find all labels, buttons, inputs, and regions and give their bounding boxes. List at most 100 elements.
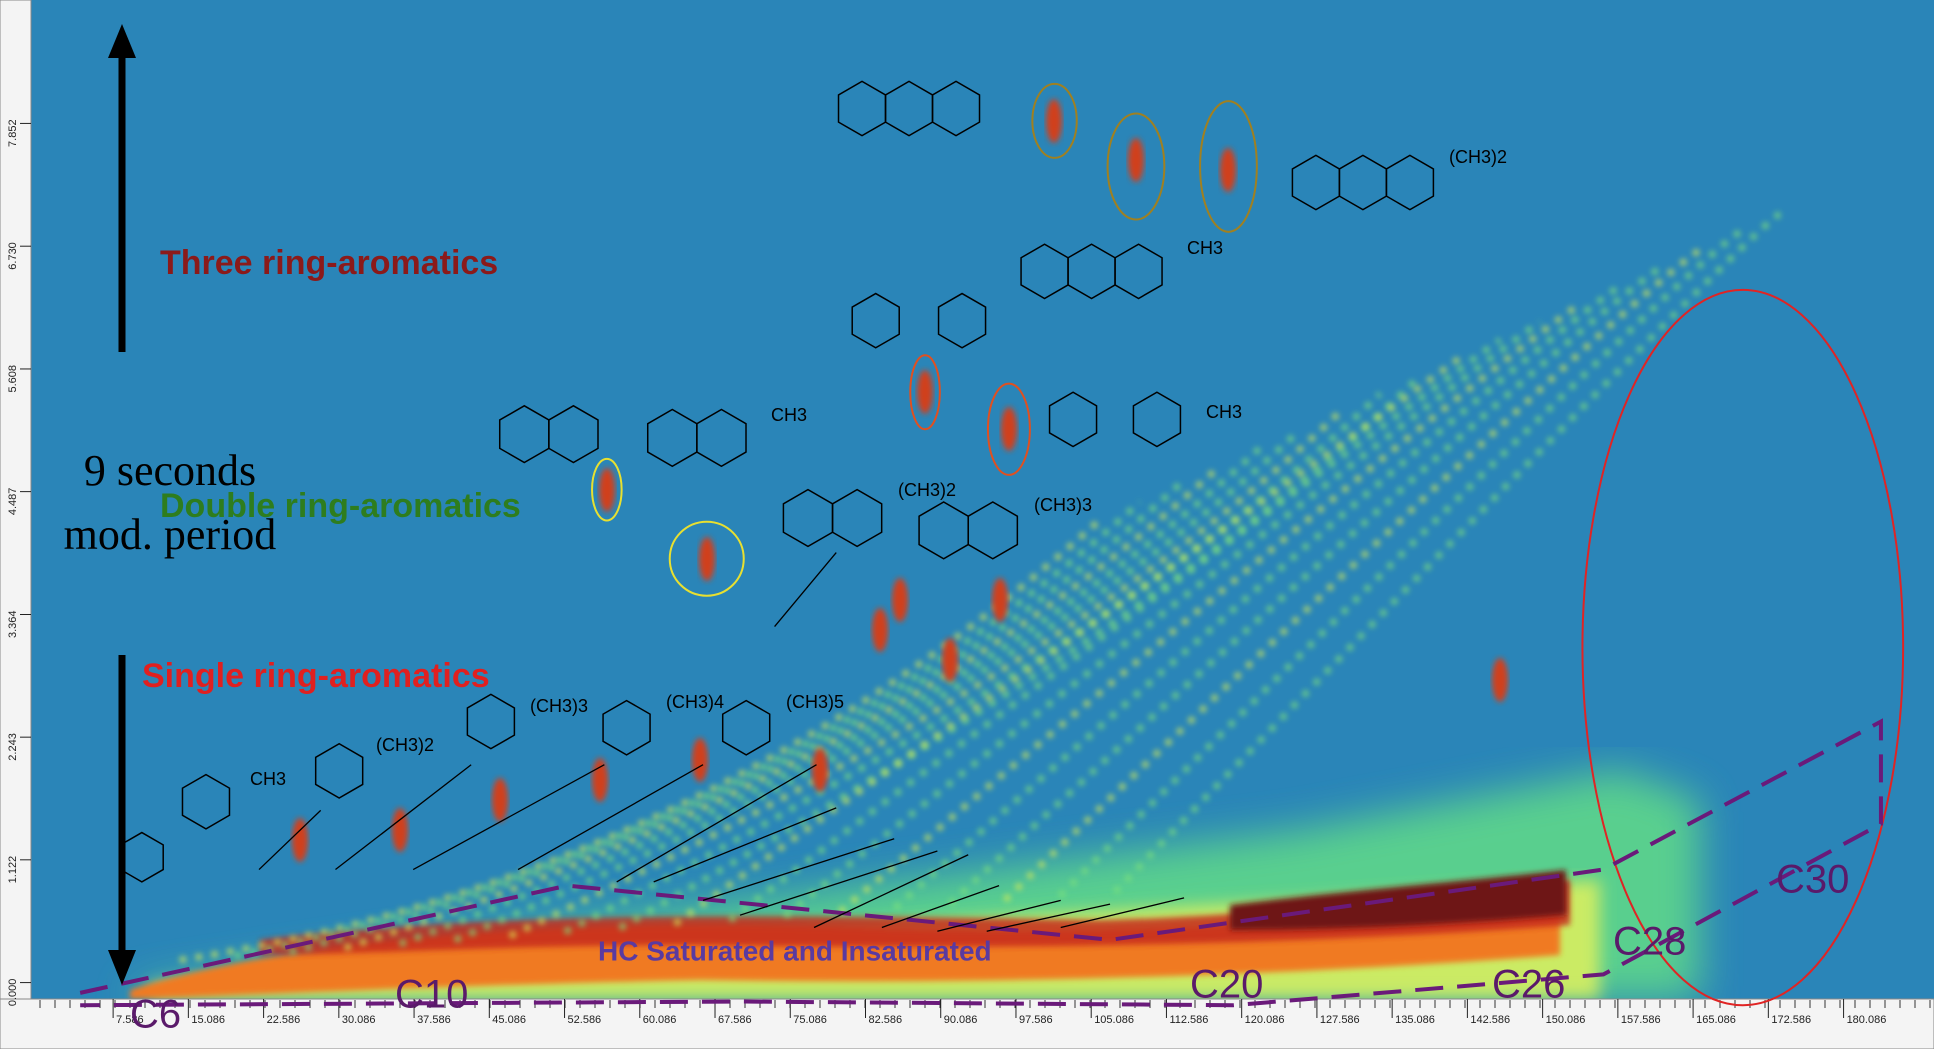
ring: [696, 408, 747, 468]
guide-line: [986, 903, 1111, 932]
ring: [1385, 154, 1435, 211]
guide-line: [1060, 897, 1185, 929]
peak: [1046, 99, 1062, 143]
arrow-head: [108, 24, 136, 58]
x-tick-label: 120.086: [1245, 1014, 1285, 1026]
x-tick-label: 150.086: [1546, 1014, 1586, 1026]
peak: [699, 537, 715, 581]
carbon-label: C30: [1776, 858, 1849, 902]
highlight-ellipse: [986, 382, 1031, 476]
peak: [692, 738, 708, 782]
red-band: [260, 880, 1570, 955]
ring: [314, 742, 364, 799]
ring: [466, 693, 516, 750]
peak: [1492, 658, 1508, 702]
peak: [592, 758, 608, 802]
x-tick-label: 82.586: [868, 1014, 902, 1026]
ring: [1114, 243, 1163, 300]
x-tick-label: 67.586: [718, 1014, 752, 1026]
annotation: mod. period: [64, 510, 277, 559]
annotation: Single ring-aromatics: [142, 657, 490, 695]
x-tick-label: 97.586: [1019, 1014, 1053, 1026]
chromatogram-image: [109, 0, 1782, 999]
x-tick-label: 37.586: [417, 1014, 451, 1026]
y-tick-label: 0.000: [7, 979, 19, 1007]
highlight-ellipse: [1199, 100, 1258, 233]
carbon-label: C20: [1190, 963, 1263, 1007]
ring: [1048, 391, 1098, 448]
y-tick-label: 1.122: [7, 856, 19, 884]
peak: [599, 468, 615, 512]
peak: [392, 808, 408, 852]
x-tick-label: 75.086: [793, 1014, 827, 1026]
x-tick-label: 127.586: [1320, 1014, 1360, 1026]
guide-line: [412, 764, 605, 871]
x-tick-label: 52.586: [568, 1014, 602, 1026]
peak: [1128, 138, 1144, 182]
peak: [492, 778, 508, 822]
peak: [892, 578, 908, 622]
y-axis-strip: [0, 0, 32, 1000]
highlight-ellipse: [591, 457, 623, 522]
x-tick-label: 60.086: [643, 1014, 677, 1026]
x-tick-label: 142.586: [1470, 1014, 1510, 1026]
substituent-label: (CH3)3: [1034, 495, 1092, 515]
streak: [1002, 247, 1702, 903]
substituent-label: CH3: [1187, 238, 1223, 258]
carbon-label: C10: [395, 973, 468, 1017]
arrow-head: [108, 950, 136, 985]
streak: [344, 463, 1223, 951]
carbon-label: C26: [1492, 963, 1565, 1007]
guide-line: [616, 764, 817, 883]
darkred-band: [1230, 870, 1566, 930]
substituent-label: (CH3)2: [1449, 147, 1507, 167]
substituent-label: (CH3)5: [786, 692, 844, 712]
y-tick-label: 5.608: [7, 365, 19, 393]
streak: [1057, 229, 1742, 899]
peak: [917, 370, 933, 414]
x-tick-label: 90.086: [944, 1014, 978, 1026]
highlight-ellipse: [668, 520, 745, 597]
highlight-ellipse: [1581, 288, 1905, 1007]
guide-line: [774, 552, 837, 627]
y-tick-label: 6.730: [7, 242, 19, 270]
carbon-label: C28: [1613, 920, 1686, 964]
x-tick-label: 7.586: [116, 1014, 144, 1026]
guide-line: [739, 850, 938, 916]
ring: [721, 699, 771, 756]
peak: [812, 748, 828, 792]
peak: [292, 818, 308, 862]
guide-line: [653, 807, 837, 883]
ring: [119, 831, 164, 883]
guide-line: [702, 838, 895, 902]
guide-line: [937, 899, 1061, 932]
y-tick-label: 2.243: [7, 733, 19, 761]
x-tick-label: 45.086: [492, 1014, 526, 1026]
peak: [872, 608, 888, 652]
x-tick-label: 180.086: [1847, 1014, 1887, 1026]
ring: [967, 501, 1019, 560]
annotation: 9 seconds: [84, 446, 256, 495]
x-tick-label: 30.086: [342, 1014, 376, 1026]
annotation: Three ring-aromatics: [160, 244, 498, 282]
ring: [1132, 391, 1182, 448]
carbon-label: C6: [130, 993, 181, 1037]
streak: [893, 283, 1622, 911]
streak: [947, 265, 1662, 907]
x-tick-label: 135.086: [1395, 1014, 1435, 1026]
substituent-label: (CH3)2: [376, 735, 434, 755]
ring: [181, 773, 231, 830]
x-tick-label: 165.086: [1696, 1014, 1736, 1026]
ring: [548, 404, 599, 464]
peak: [942, 638, 958, 682]
x-tick-label: 105.086: [1094, 1014, 1134, 1026]
highlight-ellipse: [909, 354, 941, 431]
guide-line: [517, 764, 704, 871]
streak: [783, 319, 1542, 919]
y-tick-label: 3.364: [7, 610, 19, 638]
streak: [673, 355, 1462, 927]
y-tick-label: 4.487: [7, 488, 19, 516]
streak: [179, 517, 1103, 963]
